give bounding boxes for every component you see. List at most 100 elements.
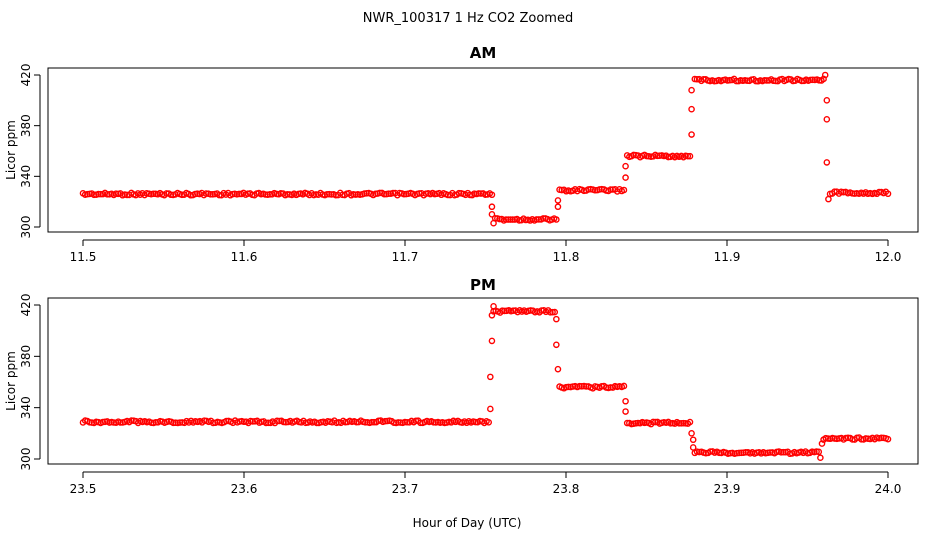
y-tick-label: 420 xyxy=(19,294,33,317)
data-point xyxy=(487,373,494,381)
data-point xyxy=(103,190,111,198)
data-point xyxy=(485,418,493,426)
x-tick-label: 12.0 xyxy=(875,250,902,264)
data-point xyxy=(207,191,214,198)
data-point xyxy=(780,448,787,456)
x-tick-label: 23.8 xyxy=(553,482,580,496)
plot-frame xyxy=(47,297,919,465)
data-point xyxy=(884,435,892,443)
y-tick-label: 420 xyxy=(19,64,33,87)
data-point xyxy=(622,174,629,181)
data-point xyxy=(620,382,628,390)
data-point xyxy=(488,191,496,199)
x-axis-label: Hour of Day (UTC) xyxy=(413,516,522,530)
data-point xyxy=(502,216,510,223)
x-tick-label: 23.6 xyxy=(231,482,258,496)
x-tick-label: 23.9 xyxy=(714,482,741,496)
data-point xyxy=(323,190,331,198)
data-point xyxy=(823,116,831,123)
panel-am: AM 11.5 11.6 11.7 11.8 11.9 12.0 300 340 380 420 Li… xyxy=(4,44,919,264)
data-point xyxy=(884,190,892,198)
data-point xyxy=(622,162,629,170)
data-point xyxy=(554,197,562,204)
data-point xyxy=(262,419,270,427)
data-point xyxy=(553,341,560,349)
data-point xyxy=(554,365,562,373)
x-tick-label: 23.5 xyxy=(70,482,97,496)
chart-title: NWR_100317 1 Hz CO2 Zoomed xyxy=(363,11,573,26)
y-axis-label: Licor ppm xyxy=(4,351,18,411)
data-point xyxy=(395,419,402,426)
data-point xyxy=(504,216,512,223)
data-point xyxy=(817,454,824,462)
x-tick-label: 11.5 xyxy=(70,250,97,264)
data-point xyxy=(688,86,695,94)
data-point xyxy=(607,186,614,193)
data-point xyxy=(688,131,695,138)
y-tick-label: 380 xyxy=(19,345,33,368)
data-point xyxy=(385,190,392,198)
data-point xyxy=(380,190,388,198)
data-point xyxy=(539,215,547,222)
data-point xyxy=(128,417,135,424)
x-tick-label: 11.6 xyxy=(231,250,258,264)
data-point xyxy=(735,449,743,457)
data-point xyxy=(490,219,497,227)
data-point xyxy=(488,311,496,319)
y-tick-label: 300 xyxy=(19,448,33,471)
data-point xyxy=(752,77,760,85)
data-point xyxy=(509,216,516,223)
data-point xyxy=(549,308,556,316)
data-points xyxy=(79,302,892,462)
data-point xyxy=(176,419,184,426)
data-point xyxy=(815,448,823,456)
plot-frame xyxy=(47,67,919,233)
data-point xyxy=(878,434,885,442)
data-point xyxy=(488,203,496,211)
data-point xyxy=(732,77,740,85)
x-tick-label: 23.7 xyxy=(392,482,419,496)
y-tick-label: 300 xyxy=(19,216,33,239)
data-point xyxy=(823,159,831,166)
panel-title: AM xyxy=(470,44,497,62)
data-point xyxy=(117,419,124,426)
data-point xyxy=(551,308,559,316)
x-tick-label: 11.8 xyxy=(553,250,580,264)
y-tick-label: 340 xyxy=(19,165,33,188)
data-point xyxy=(689,436,697,444)
data-point xyxy=(576,382,583,390)
data-point xyxy=(400,190,408,198)
data-point xyxy=(686,418,694,426)
data-point xyxy=(95,190,102,198)
data-point xyxy=(488,211,496,218)
panel-title: PM xyxy=(470,276,496,294)
data-point xyxy=(284,191,291,198)
data-point xyxy=(553,315,560,323)
data-point xyxy=(818,440,826,447)
data-point xyxy=(487,405,494,413)
x-tick-label: 11.7 xyxy=(392,250,419,264)
data-point xyxy=(455,189,463,197)
data-point xyxy=(501,307,508,315)
data-point xyxy=(622,408,629,415)
data-point xyxy=(150,190,157,198)
data-points xyxy=(79,71,892,227)
y-tick-label: 380 xyxy=(19,114,33,137)
data-point xyxy=(417,419,424,427)
data-point xyxy=(554,203,562,211)
data-point xyxy=(553,216,560,223)
data-point xyxy=(622,397,629,405)
data-point xyxy=(533,216,540,223)
data-point xyxy=(684,152,692,160)
data-point xyxy=(675,420,683,427)
x-tick-label: 11.9 xyxy=(714,250,741,264)
data-point xyxy=(825,195,832,203)
data-point xyxy=(688,105,695,113)
panel-pm: PM 23.5 23.6 23.7 23.8 23.9 24.0 300 340 380 420 Li… xyxy=(4,276,919,496)
data-point xyxy=(368,418,376,426)
data-point xyxy=(823,97,831,104)
data-point xyxy=(620,186,628,194)
data-point xyxy=(381,417,389,425)
data-point xyxy=(488,337,496,345)
